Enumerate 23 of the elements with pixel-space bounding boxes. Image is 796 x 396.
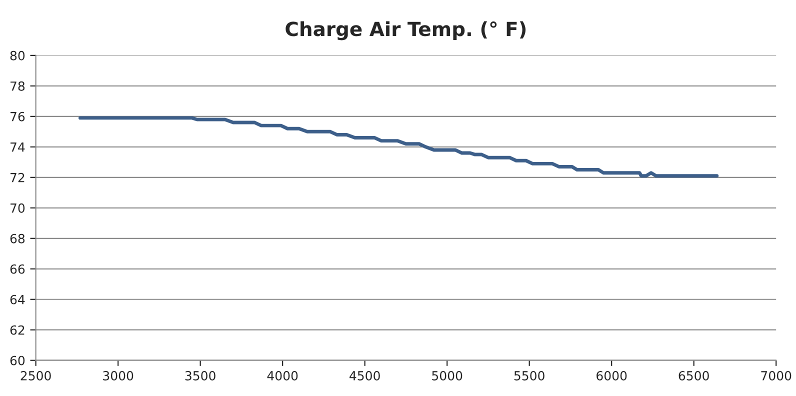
y-tick-label: 60 <box>10 356 25 366</box>
x-tick-label: 5000 <box>432 370 462 380</box>
x-tick-label: 6500 <box>678 370 709 380</box>
x-tick-label: 4000 <box>267 370 298 380</box>
y-tick-label: 66 <box>10 264 25 274</box>
y-tick-label: 64 <box>10 294 25 304</box>
line-series <box>78 116 719 178</box>
y-tick-label: 68 <box>10 234 25 244</box>
x-tick-label: 3500 <box>185 370 216 380</box>
y-tick-label: 80 <box>10 50 25 60</box>
y-tick-label: 74 <box>10 142 25 152</box>
x-tick-label: 7000 <box>761 370 792 380</box>
x-tick-label: 5500 <box>514 370 544 380</box>
y-tick-label: 78 <box>10 81 25 91</box>
y-tick-label: 70 <box>10 203 25 213</box>
x-tick-label: 3000 <box>103 370 134 380</box>
x-tick-label: 4500 <box>350 370 380 380</box>
y-tick-label: 72 <box>10 172 24 182</box>
chart-title: Charge Air Temp. (° F) <box>286 21 526 40</box>
x-tick-label: 2500 <box>20 370 51 380</box>
y-tick-label: 76 <box>10 112 25 122</box>
y-tick-label: 62 <box>10 325 24 335</box>
x-tick-label: 6000 <box>596 370 627 380</box>
